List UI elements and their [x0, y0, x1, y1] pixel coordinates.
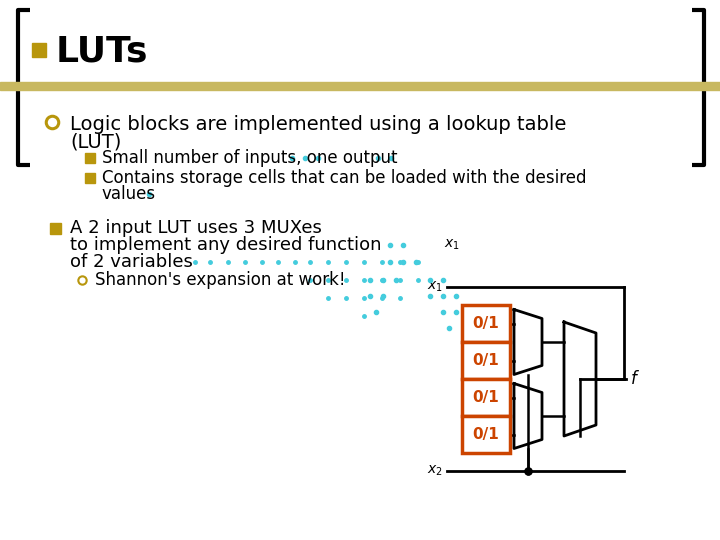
Bar	[0, 82, 720, 90]
Text: Small number of inputs, one output: Small number of inputs, one output	[102, 149, 397, 167]
Text: values: values	[102, 185, 156, 203]
Text: $x_2$: $x_2$	[427, 464, 443, 478]
Text: $x_1$: $x_1$	[427, 280, 443, 294]
Text: 0/1: 0/1	[472, 316, 500, 331]
Bar	[85, 173, 95, 183]
Text: Contains storage cells that can be loaded with the desired: Contains storage cells that can be loade…	[102, 169, 587, 187]
Bar	[462, 305, 510, 342]
Bar	[85, 153, 95, 163]
Text: $x_1$: $x_1$	[444, 238, 460, 252]
Text: of 2 variables: of 2 variables	[70, 253, 193, 271]
Text: 0/1: 0/1	[472, 427, 500, 442]
Bar	[50, 223, 61, 234]
Text: Logic blocks are implemented using a lookup table: Logic blocks are implemented using a loo…	[70, 115, 567, 134]
Bar	[462, 416, 510, 453]
Text: $f$: $f$	[630, 370, 640, 388]
Text: A 2 input LUT uses 3 MUXes: A 2 input LUT uses 3 MUXes	[70, 219, 322, 237]
Text: Shannon's expansion at work!: Shannon's expansion at work!	[95, 271, 346, 289]
Text: LUTs: LUTs	[56, 35, 148, 69]
Text: to implement any desired function: to implement any desired function	[70, 236, 382, 254]
Bar	[462, 379, 510, 416]
Text: 0/1: 0/1	[472, 353, 500, 368]
Text: 0/1: 0/1	[472, 390, 500, 405]
Bar	[462, 342, 510, 379]
Text: (LUT): (LUT)	[70, 132, 122, 151]
Bar	[32, 43, 46, 57]
